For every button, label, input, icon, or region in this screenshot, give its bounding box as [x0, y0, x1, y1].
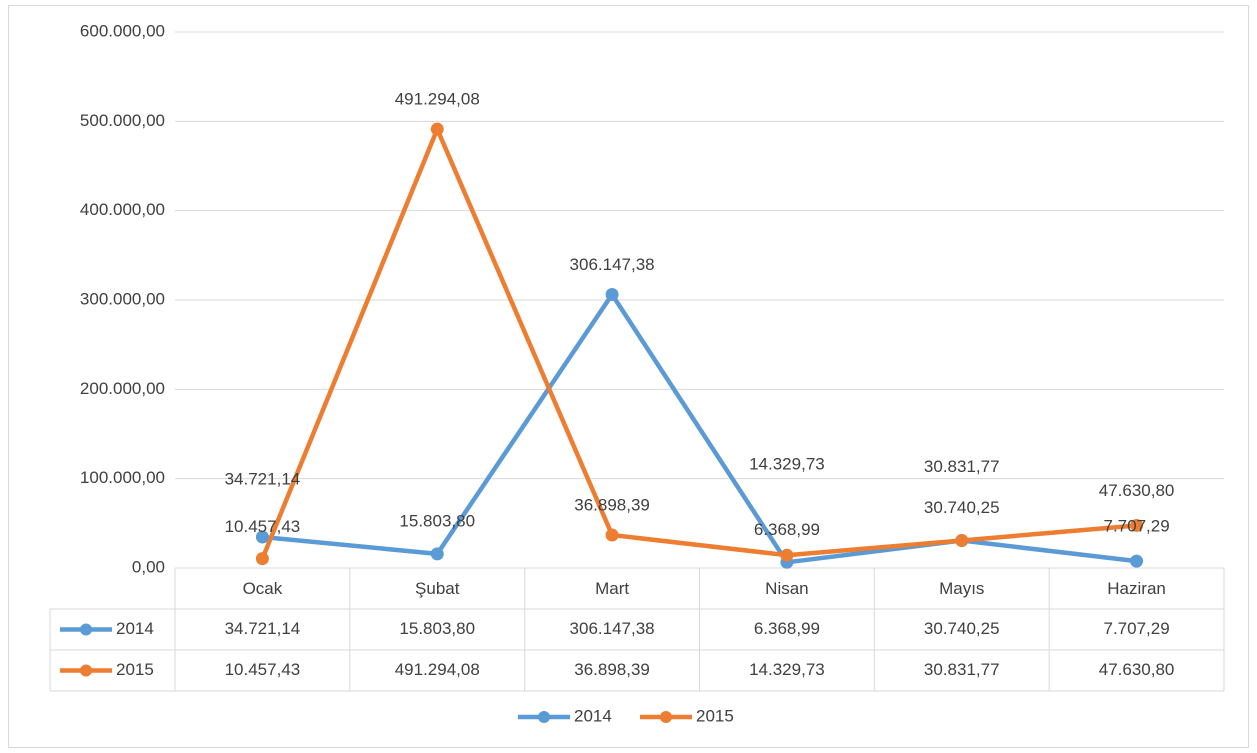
- series-line: [260, 126, 1137, 560]
- data-label: 30.831,77: [924, 457, 1000, 476]
- data-label: 10.457,43: [225, 517, 301, 536]
- table-legend-marker: [80, 623, 92, 636]
- x-tick-label: Nisan: [765, 579, 808, 598]
- data-label: 6.368,99: [754, 520, 820, 539]
- data-label: 14.329,73: [749, 455, 825, 474]
- x-tick-label: Haziran: [1107, 579, 1166, 598]
- data-label: 491.294,08: [395, 90, 480, 109]
- table-cell: 30.831,77: [924, 660, 1000, 679]
- y-tick-label: 0,00: [132, 557, 165, 576]
- table-cell: 7.707,29: [1103, 619, 1169, 638]
- legend-marker: [660, 711, 672, 723]
- y-tick-label: 300.000,00: [80, 289, 165, 308]
- table-cell: 36.898,39: [574, 660, 650, 679]
- y-tick-label: 500.000,00: [80, 111, 165, 130]
- y-tick-label: 200.000,00: [80, 379, 165, 398]
- x-tick-label: Şubat: [415, 579, 460, 598]
- legend-label: 2014: [574, 706, 612, 725]
- y-tick-label: 400.000,00: [80, 200, 165, 219]
- point: [255, 530, 269, 544]
- table-cell: 47.630,80: [1099, 660, 1175, 679]
- table-series-name: 2014: [116, 619, 154, 638]
- legend-label: 2015: [696, 706, 734, 725]
- series-line: [262, 292, 1137, 565]
- y-tick-label: 600.000,00: [80, 21, 165, 40]
- table-series-name: 2015: [116, 660, 154, 679]
- y-tick-label: 100.000,00: [80, 468, 165, 487]
- data-label: 7.707,29: [1103, 517, 1169, 536]
- point: [1130, 554, 1144, 568]
- data-label: 30.740,25: [924, 498, 1000, 517]
- data-label: 36.898,39: [574, 496, 650, 515]
- point: [1130, 518, 1144, 532]
- table-legend-marker: [80, 664, 92, 677]
- x-tick-label: Mart: [595, 579, 629, 598]
- table-cell: 6.368,99: [754, 619, 820, 638]
- table-cell: 491.294,08: [395, 660, 480, 679]
- data-label: 47.630,80: [1099, 481, 1175, 500]
- table-cell: 10.457,43: [225, 660, 301, 679]
- x-tick-label: Ocak: [243, 579, 283, 598]
- point: [605, 288, 619, 302]
- point: [255, 552, 269, 566]
- table-cell: 30.740,25: [924, 619, 1000, 638]
- data-label: 306.147,38: [570, 255, 655, 274]
- point: [430, 122, 444, 136]
- legend-marker: [538, 711, 550, 723]
- data-label: 34.721,14: [225, 469, 301, 488]
- x-tick-label: Mayıs: [939, 579, 984, 598]
- table-cell: 15.803,80: [399, 619, 475, 638]
- chart-border: [8, 5, 1249, 748]
- data-label: 15.803,80: [399, 511, 475, 530]
- point: [780, 548, 794, 562]
- point: [955, 533, 969, 547]
- point: [605, 528, 619, 542]
- table-cell: 306.147,38: [570, 619, 655, 638]
- point: [430, 547, 444, 561]
- table-cell: 34.721,14: [225, 619, 301, 638]
- table-cell: 14.329,73: [749, 660, 825, 679]
